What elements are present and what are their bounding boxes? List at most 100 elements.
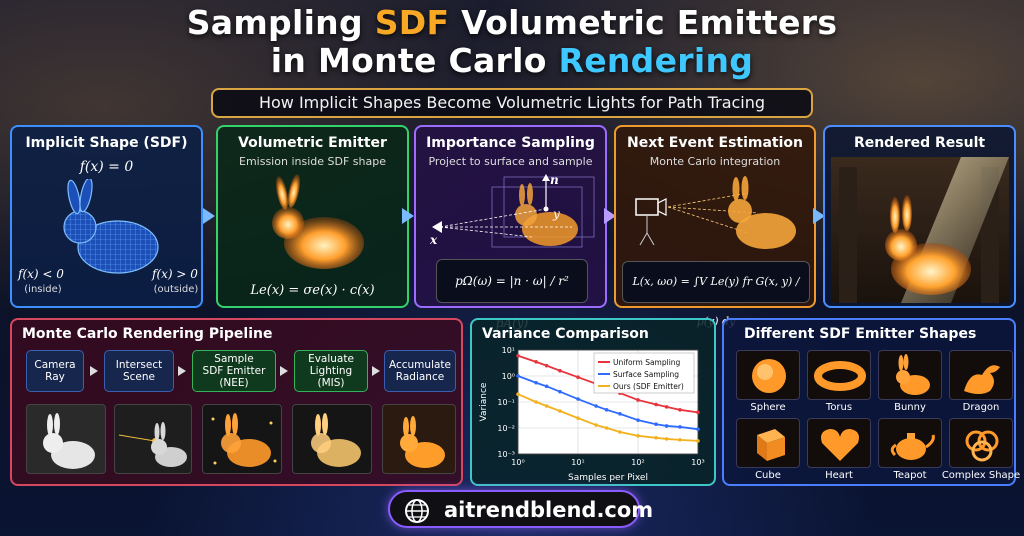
x-tick-label: 10² <box>631 458 644 467</box>
step-line: (MIS) <box>317 377 345 389</box>
rendered-scene-image <box>831 157 1009 303</box>
panel-subtitle: Emission inside SDF shape <box>239 155 386 168</box>
legend-label: Surface Sampling <box>613 370 679 379</box>
data-point <box>678 438 682 442</box>
step-line: Radiance <box>395 371 445 383</box>
data-point <box>516 392 520 396</box>
shape-label: Dragon <box>962 402 1000 413</box>
shape-torus <box>807 350 871 400</box>
outside-label: (outside) <box>153 284 199 295</box>
flow-arrow-icon <box>604 208 616 224</box>
plot-frame <box>517 349 699 455</box>
thumbnail-intersect <box>114 404 192 474</box>
panel-importance-sampling: Importance Sampling Project to surface a… <box>414 125 607 330</box>
data-point <box>654 422 658 427</box>
panel-variance-comparison: Variance Comparison 10⁰ 10¹ 10² 10³ 10¹ 10⁰ 10… <box>470 318 716 486</box>
thumbnail-final-render <box>382 404 456 474</box>
thumbnail-sampled-emitter <box>202 404 282 474</box>
sampling-diagram-icon <box>432 174 595 248</box>
equation-inside: f(x) < 0 <box>18 267 64 281</box>
title-highlight-sdf: SDF <box>374 3 450 42</box>
panel-volumetric-emitter: Volumetric Emitter Emission inside SDF s… <box>216 125 409 308</box>
step-line: (NEE) <box>219 377 249 389</box>
shape-label: Sphere <box>750 402 786 413</box>
subtitle-banner: How Implicit Shapes Become Volumetric Li… <box>211 88 813 118</box>
legend-box <box>593 352 695 394</box>
data-point <box>558 409 562 413</box>
panel-title: Implicit Shape (SDF) <box>25 135 188 151</box>
data-point <box>558 389 562 394</box>
panel-title: Rendered Result <box>853 135 986 151</box>
panel-title: Different SDF Emitter Shapes <box>744 326 977 342</box>
step-line: Lighting <box>309 365 353 377</box>
title-highlight-rendering: Rendering <box>558 41 754 80</box>
panel-implicit-shape: Implicit Shape (SDF) f(x) = 0 f(x) < 0 (… <box>10 125 203 308</box>
equation-zero: f(x) = 0 <box>79 159 134 175</box>
data-point <box>636 418 640 422</box>
data-point <box>576 375 580 379</box>
step-line: Sample <box>214 353 254 365</box>
data-point <box>534 400 538 404</box>
shape-label: Complex Shape <box>941 470 1021 481</box>
emission-formula: Le(x) = σe(x) · c(x) <box>250 283 375 298</box>
y-axis-label: Variance <box>479 382 489 421</box>
y-tick-label: 10⁻² <box>497 424 515 433</box>
title-part: Volumetric Emitters <box>449 3 838 42</box>
panel-title: Next Event Estimation <box>626 135 804 151</box>
panel-title: Monte Carlo Rendering Pipeline <box>22 326 273 342</box>
shape-label: Teapot <box>893 470 927 481</box>
step-line: Accumulate <box>388 359 451 371</box>
panel-rendered-result: Rendered Result <box>823 125 1016 308</box>
shape-teapot <box>878 418 942 468</box>
x-tick-label: 10³ <box>691 458 704 467</box>
data-point <box>534 380 538 385</box>
arrow-icon <box>178 366 186 376</box>
inside-label: (inside) <box>24 284 62 295</box>
data-point <box>654 402 658 407</box>
shape-sphere <box>736 350 800 400</box>
panel-subtitle: Project to surface and sample <box>428 155 593 168</box>
flow-arrow-icon <box>402 208 414 224</box>
site-url[interactable]: aitrendblend.com <box>444 498 654 522</box>
shape-heart <box>807 418 871 468</box>
data-point <box>594 404 598 408</box>
shape-cube <box>736 418 800 468</box>
panel-title: Importance Sampling <box>426 135 595 151</box>
step-camera-ray: Camera Ray <box>26 350 84 392</box>
data-point <box>696 410 700 415</box>
title-part: in Monte Carlo <box>270 41 559 80</box>
data-point <box>576 397 580 401</box>
step-line: Scene <box>122 371 155 383</box>
data-point <box>544 404 549 408</box>
x-axis-label: Samples per Pixel <box>568 473 648 483</box>
globe-icon <box>405 499 429 523</box>
legend-label: Uniform Sampling <box>613 358 681 367</box>
step-sample-emitter: Sample SDF Emitter (NEE) <box>192 350 276 392</box>
step-line: SDF Emitter <box>202 365 266 377</box>
data-point <box>678 425 682 429</box>
variance-chart: 10⁰ 10¹ 10² 10³ 10¹ 10⁰ 10⁻¹ 10⁻² 10⁻³ Samples p… <box>479 346 705 483</box>
title-part: Sampling <box>186 3 375 42</box>
data-point <box>594 423 598 427</box>
data-point <box>516 353 520 358</box>
x-tick-label: 10⁰ <box>511 458 524 467</box>
arrow-icon <box>280 366 288 376</box>
shape-label: Bunny <box>894 402 926 413</box>
step-line: Evaluate <box>308 353 354 365</box>
step-intersect-scene: Intersect Scene <box>104 350 174 392</box>
shape-label: Heart <box>825 470 853 481</box>
shape-complex <box>949 418 1013 468</box>
shape-bunny <box>878 350 942 400</box>
site-badge[interactable]: aitrendblend.com <box>388 490 653 528</box>
data-point <box>604 408 609 412</box>
data-point <box>558 368 562 373</box>
flow-arrow-icon <box>203 208 215 224</box>
pdf-formula: pΩ(ω) = |n · ω| / r² pA(y) <box>436 259 588 330</box>
thumbnail-lighting <box>292 404 372 474</box>
normal-label: n <box>550 173 559 187</box>
shape-dragon <box>949 350 1013 400</box>
panel-next-event-estimation: Next Event Estimation Monte Carlo integr… <box>614 125 816 328</box>
data-point <box>544 363 549 368</box>
arrow-icon <box>372 366 380 376</box>
step-evaluate-lighting: Evaluate Lighting (MIS) <box>294 350 368 392</box>
